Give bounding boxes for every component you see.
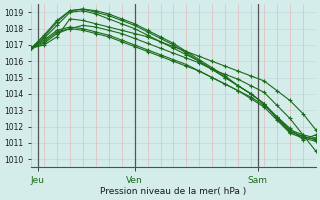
- X-axis label: Pression niveau de la mer( hPa ): Pression niveau de la mer( hPa ): [100, 187, 247, 196]
